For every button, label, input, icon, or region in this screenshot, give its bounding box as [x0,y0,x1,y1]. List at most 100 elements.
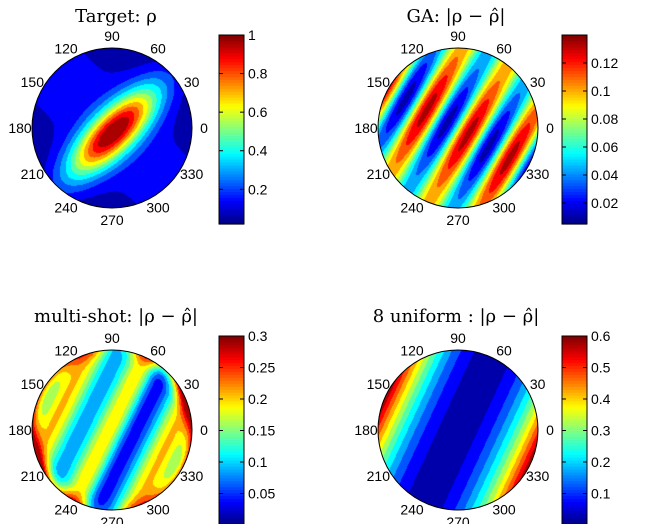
colorbar-band [562,403,587,408]
colorbar-band [219,37,244,42]
colorbar-band [219,377,244,381]
colorbar-band [219,49,244,54]
colorbar-band [562,386,587,390]
colorbar-tick-label: 0.3 [248,328,268,344]
colorbar-band [219,126,244,131]
theta-tick-label: 90 [450,330,466,346]
colorbar-band [219,398,244,402]
colorbar-band [562,82,587,86]
contour-field [378,350,538,510]
colorbar-band [219,457,244,461]
colorbar-band [562,519,587,523]
colorbar-band [219,153,244,157]
colorbar-band [562,108,587,113]
theta-tick-label: 270 [446,514,470,524]
colorbar-band [562,433,587,438]
colorbar-band [219,221,244,225]
colorbar-band [562,61,587,66]
colorbar-tick-label: 0.2 [248,181,268,197]
colorbar-band [562,79,587,83]
colorbar-band [219,102,244,107]
colorbar-band [219,209,244,213]
colorbar-band [562,468,587,473]
colorbar-band [219,40,244,45]
colorbar-band [219,510,244,514]
colorbar-band [562,150,587,154]
colorbar-band [562,336,587,340]
theta-tick-label: 180 [354,422,378,438]
colorbar-band [562,173,587,178]
colorbar-band [219,117,244,122]
colorbar-band [219,454,244,458]
colorbar-band [219,356,244,361]
colorbar-tick-label: 0.1 [591,83,611,99]
colorbar-band [562,191,587,196]
colorbar-tick-label: 0.6 [248,104,268,120]
theta-tick-label: 90 [104,28,120,44]
polar-panel-3: multi-shot: |ρ − ρ̂| 0 30 60 90 120 150 180 210 2… [8,306,275,524]
colorbar-band [219,46,244,51]
colorbar-band [562,37,587,42]
colorbar-band [562,483,587,488]
colorbar-band [219,336,244,340]
colorbar-band [219,442,244,446]
theta-tick-label: 210 [367,468,391,484]
theta-tick-label: 180 [354,120,378,136]
colorbar-band [219,492,244,497]
colorbar-band [562,58,587,63]
colorbar-band [219,359,244,364]
colorbar-band [562,392,587,396]
colorbar-band [219,341,244,346]
colorbar-band [219,159,244,163]
colorbar-band [562,480,587,485]
colorbar-band [219,365,244,370]
colorbar-band [562,398,587,402]
colorbar-band [219,114,244,119]
theta-tick-label: 150 [21,74,45,90]
colorbar-band [219,436,244,440]
colorbar-band [562,67,587,72]
colorbar-band [562,156,587,160]
colorbar-band [562,347,587,352]
colorbar-band [219,94,244,98]
colorbar-band [219,67,244,72]
colorbar-band [562,88,587,92]
colorbar-band [562,221,587,225]
colorbar-band [562,203,587,207]
theta-tick-label: 330 [180,166,204,182]
colorbar-band [219,135,244,139]
colorbar-tick-label: 0.2 [248,391,268,407]
colorbar-tick-label: 0.05 [248,486,275,502]
polar-panel-4: 8 uniform : |ρ − ρ̂| 0 30 60 90 120 150 180 210 2… [354,306,611,524]
colorbar-band [219,179,244,184]
colorbar-band [219,123,244,128]
theta-tick-label: 210 [21,166,45,182]
colorbar-band [219,362,244,367]
colorbar-band [562,495,587,500]
theta-tick-label: 210 [367,166,391,182]
colorbar-tick-label: 0.08 [591,111,618,127]
colorbar-band [219,412,244,417]
colorbar-band [562,64,587,69]
colorbar-band [219,43,244,48]
colorbar-band [562,454,587,458]
colorbar-band [219,129,244,134]
colorbar-band [219,507,244,511]
colorbar-band [219,91,244,95]
colorbar-band [562,368,587,373]
colorbar-band [562,176,587,181]
theta-tick-label: 300 [146,502,170,518]
colorbar-band [219,392,244,396]
colorbar-band [562,182,587,187]
colorbar-band [562,188,587,193]
theta-tick-label: 270 [446,212,470,228]
colorbar-band [219,427,244,432]
colorbar-band [219,141,244,145]
colorbar-band [219,212,244,216]
colorbar-band [562,400,587,405]
colorbar-band [562,418,587,423]
polar-panel-1: Target: ρ 0 30 60 90 120 150 180 210 240 270 300 330… [8,6,267,228]
panel-title: GA: |ρ − ρ̂| [407,6,506,27]
theta-tick-label: 330 [180,468,204,484]
